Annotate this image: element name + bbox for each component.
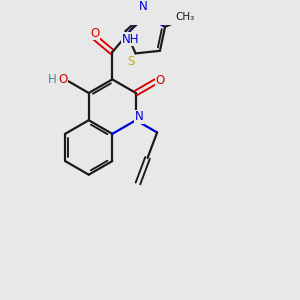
- Text: NH: NH: [122, 33, 140, 46]
- Text: N: N: [139, 0, 147, 13]
- Text: O: O: [155, 74, 164, 87]
- Text: O: O: [90, 27, 100, 40]
- Text: H: H: [48, 73, 57, 86]
- Text: N: N: [135, 110, 143, 124]
- Text: O: O: [58, 73, 67, 86]
- Text: S: S: [127, 55, 134, 68]
- Text: CH₃: CH₃: [176, 12, 195, 22]
